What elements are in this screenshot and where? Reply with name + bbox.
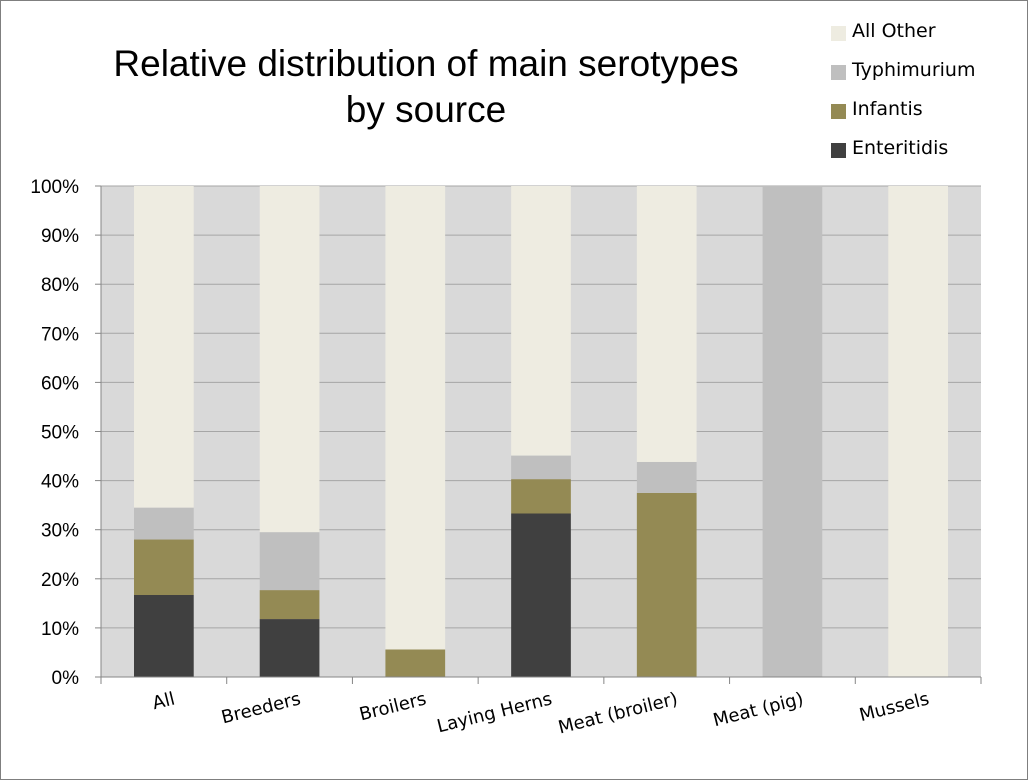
legend-item-all-other: All Other	[831, 19, 1021, 58]
y-tick-label: 50%	[41, 423, 79, 444]
legend-swatch-all-other	[831, 26, 846, 41]
bar-breeders-infantis	[259, 590, 320, 620]
y-tick-label: 80%	[41, 275, 79, 296]
bar-breeders-all-other	[259, 186, 320, 533]
legend-item-infantis: Infantis	[831, 97, 1021, 136]
bar-meat-pig-typhimurium	[762, 186, 823, 677]
legend-label-enteritidis: Enteritidis	[852, 137, 949, 159]
legend-item-enteritidis: Enteritidis	[831, 136, 1021, 175]
bar-broilers-infantis	[385, 649, 446, 677]
y-tick-label: 90%	[41, 226, 79, 247]
x-tick-label-meat-pig: Meat (pig)	[711, 688, 806, 731]
legend-swatch-typhimurium	[831, 65, 846, 80]
legend-label-infantis: Infantis	[852, 98, 923, 120]
bar-all-enteritidis	[134, 595, 194, 677]
x-tick-label-laying-herns: Laying Herns	[435, 688, 554, 737]
x-tick-label-mussels: Mussels	[857, 688, 931, 726]
bar-mussels-all-other	[888, 186, 948, 677]
y-tick-label: 60%	[41, 373, 79, 394]
x-tick-label-meat-broiler: Meat (broiler)	[556, 688, 680, 738]
bar-all-typhimurium	[134, 507, 194, 540]
y-tick-label: 10%	[41, 619, 79, 640]
bar-meat-broiler-typhimurium	[636, 461, 697, 493]
y-tick-label: 20%	[41, 570, 79, 591]
bar-meat-broiler-all-other	[636, 186, 697, 462]
bar-all-infantis	[134, 539, 194, 596]
y-tick-label: 30%	[41, 521, 79, 542]
legend-swatch-enteritidis	[831, 143, 846, 158]
x-tick-label-all: All	[150, 688, 177, 714]
y-tick-label: 70%	[41, 324, 79, 345]
bar-laying-herns-typhimurium	[511, 455, 571, 480]
bar-meat-broiler-infantis	[636, 492, 697, 677]
bar-laying-herns-enteritidis	[511, 513, 571, 677]
bar-breeders-typhimurium	[259, 532, 320, 591]
y-tick-label: 40%	[41, 472, 79, 493]
chart-title-line-2: by source	[345, 89, 507, 130]
chart-legend: All Other Typhimurium Infantis Enteritid…	[831, 19, 1021, 175]
x-tick-label-broilers: Broilers	[357, 688, 428, 725]
legend-item-typhimurium: Typhimurium	[831, 58, 1021, 97]
legend-swatch-infantis	[831, 104, 846, 119]
bar-laying-herns-infantis	[511, 479, 571, 514]
legend-label-all-other: All Other	[852, 20, 936, 42]
legend-label-typhimurium: Typhimurium	[852, 59, 976, 81]
bar-all-all-other	[134, 186, 194, 508]
chart-title-line-1: Relative distribution of main serotypes	[113, 43, 739, 84]
y-tick-label: 0%	[52, 668, 80, 689]
bar-laying-herns-all-other	[511, 186, 571, 456]
y-tick-label: 100%	[30, 177, 79, 198]
chart-title: Relative distribution of main serotypes …	[41, 41, 811, 133]
x-tick-label-breeders: Breeders	[219, 688, 302, 728]
bar-broilers-all-other	[385, 186, 446, 650]
bar-breeders-enteritidis	[259, 619, 320, 677]
